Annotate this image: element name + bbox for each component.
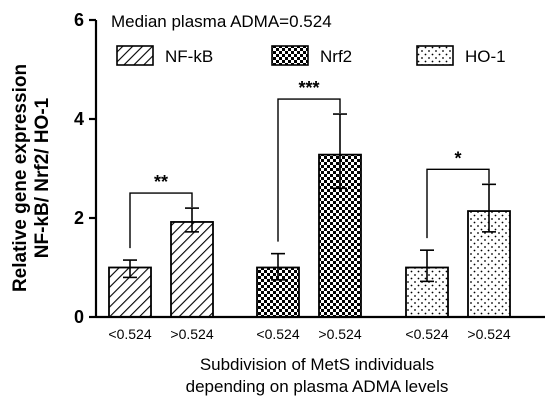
legend-entry: NF-kB [116,45,213,66]
y-tick-label: 4 [74,109,84,129]
x-tick-label: <0.524 [256,326,299,342]
legend-entry: Nrf2 [271,45,352,66]
legend-label: NF-kB [165,47,213,66]
significance-bracket [277,98,341,242]
significance-bracket [426,168,490,239]
y-tick-label: 2 [74,208,84,228]
chart-annotation: Median plasma ADMA=0.524 [111,12,332,31]
x-tick-label: >0.524 [467,326,510,342]
bar-group-nf-kb: <0.524 >0.524 ** [108,172,214,342]
x-tick-label: <0.524 [405,326,448,342]
legend-entry: HO-1 [416,45,506,66]
legend-label: HO-1 [465,47,506,66]
y-tick-label: 6 [74,10,84,30]
significance-label: ** [154,172,168,192]
bar [170,221,214,318]
y-tick-label: 0 [74,307,84,327]
x-axis-label-line2: depending on plasma ADMA levels [186,377,449,396]
x-axis-label-line1: Subdivision of MetS individuals [200,355,434,374]
legend-swatch [116,45,154,66]
y-axis-label-line2: NF-kB/ Nrf2/ HO-1 [32,97,53,258]
significance-label: *** [298,78,319,98]
x-tick-label: >0.524 [170,326,213,342]
y-axis-label-line1: Relative gene expression [10,64,31,292]
bars-layer: <0.524 >0.524 ** <0.524 >0.524 *** <0.524 >0.52… [108,78,511,342]
legend-swatch [416,45,454,66]
significance-bracket [129,192,193,249]
y-axis-label: Relative gene expression NF-kB/ Nrf2/ HO… [10,64,53,292]
legend-label: Nrf2 [320,47,352,66]
legend-swatch [271,45,309,66]
x-tick-label: <0.524 [108,326,151,342]
axes-layer: 0 2 4 6 [74,10,545,327]
bar-group-ho-1: <0.524 >0.524 * [405,148,511,342]
bar-group-nrf2: <0.524 >0.524 *** [256,78,362,342]
significance-label: * [454,148,461,168]
legend: NF-kB Nrf2 HO-1 [116,45,506,66]
x-tick-label: >0.524 [318,326,361,342]
